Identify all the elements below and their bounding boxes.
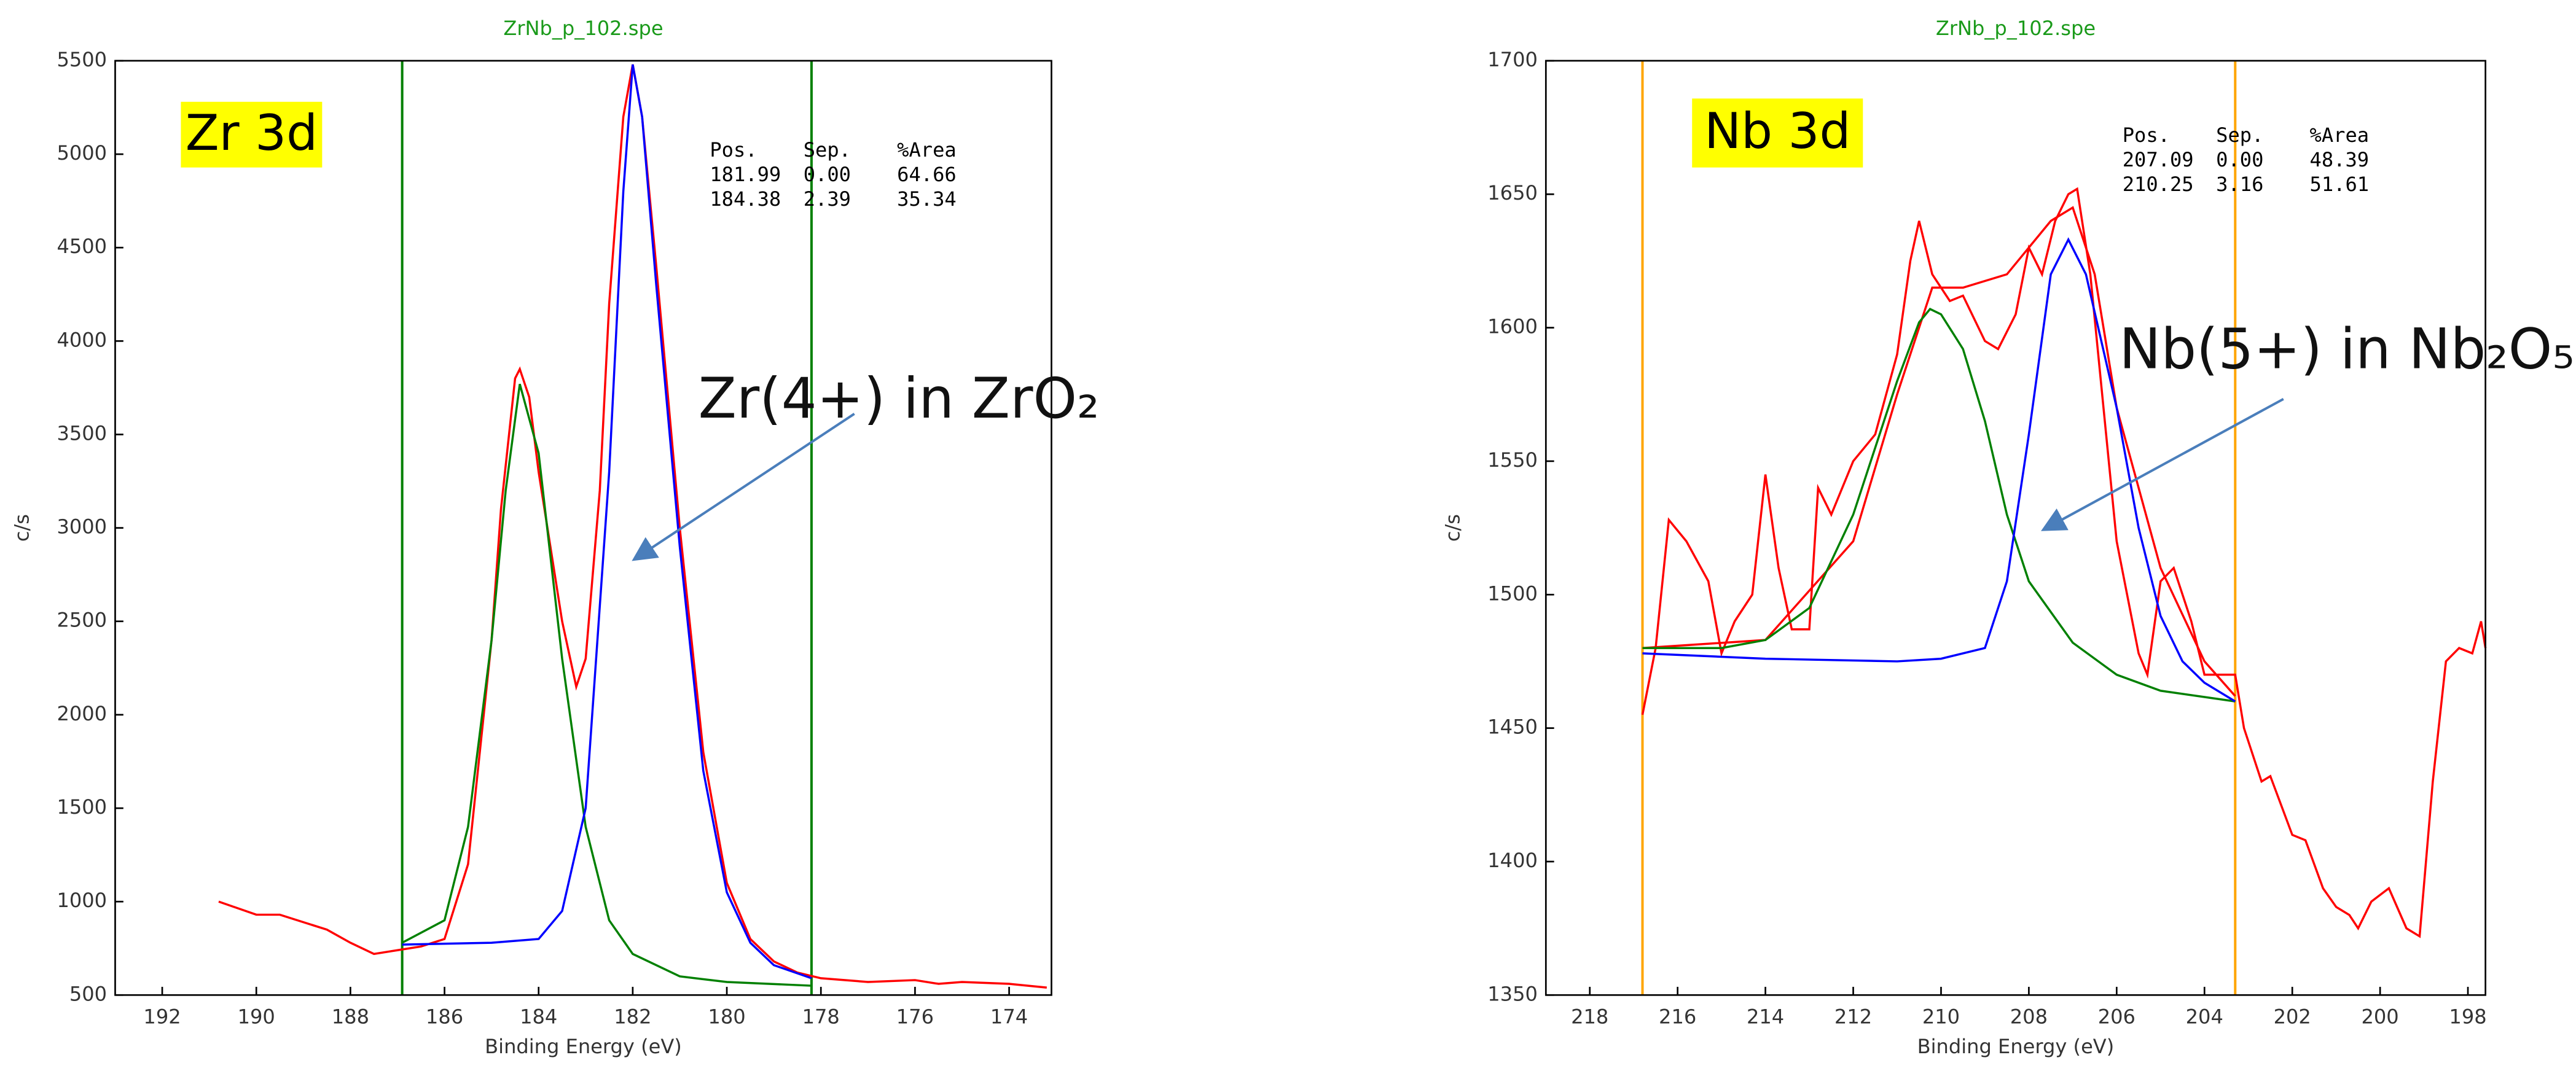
spectrum-line: [1642, 237, 2236, 703]
x-tick-label: 212: [1834, 1005, 1872, 1029]
table-header: %Area: [897, 138, 957, 162]
table-cell: 181.99: [710, 163, 781, 186]
y-tick-label: 2000: [57, 702, 107, 725]
plot-frame: [114, 60, 1052, 996]
y-tick-label: 1450: [1487, 715, 1538, 739]
x-tick-label: 214: [1747, 1005, 1784, 1029]
x-tick-label: 200: [2362, 1005, 2399, 1029]
y-tick-label: 1500: [1487, 582, 1538, 605]
x-axis-label: Binding Energy (eV): [1917, 1035, 2115, 1058]
x-tick-label: 206: [2098, 1005, 2136, 1029]
label-box: [1692, 98, 1863, 168]
chart-title: ZrNb_p_102.spe: [503, 17, 663, 40]
table-header: Sep.: [2216, 123, 2263, 147]
callout-arrow: [632, 413, 855, 561]
y-tick-label: 5000: [57, 141, 107, 165]
spectrum-line: [1641, 187, 2487, 938]
plot-frame: [1544, 60, 2486, 996]
table-header: %Area: [2310, 123, 2370, 147]
table-cell: 184.38: [710, 187, 781, 211]
x-tick-label: 204: [2186, 1005, 2223, 1029]
y-tick-label: 2500: [57, 609, 107, 632]
x-tick-label: 184: [520, 1005, 557, 1029]
y-tick-label: 1650: [1487, 181, 1538, 205]
y-tick-label: 4500: [57, 235, 107, 258]
table-header: Pos.: [2123, 123, 2170, 147]
table-header: Pos.: [710, 138, 757, 162]
y-tick-label: 1600: [1487, 315, 1538, 338]
callout-text: Nb(5+) in Nb₂O₅: [2119, 318, 2574, 382]
y-axis-label: c/s: [10, 514, 34, 542]
y-tick-label: 1700: [1487, 48, 1538, 71]
y-tick-label: 1350: [1487, 982, 1538, 1005]
x-tick-label: 216: [1659, 1005, 1696, 1029]
x-tick-label: 178: [802, 1005, 840, 1029]
table-cell: 35.34: [897, 187, 957, 211]
spectrum-line: [401, 383, 812, 987]
region-label: Nb 3d: [1704, 103, 1850, 160]
spectrum-line: [402, 64, 812, 980]
x-axis-label: Binding Energy (eV): [485, 1035, 682, 1058]
y-tick-label: 3000: [57, 515, 107, 539]
table-cell: 210.25: [2123, 173, 2194, 196]
y-tick-label: 4000: [57, 328, 107, 351]
y-tick-label: 1000: [57, 889, 107, 912]
spectrum-line: [218, 64, 1047, 989]
callout-arrow: [2041, 397, 2284, 531]
table-header: Sep.: [804, 138, 851, 162]
table-cell: 0.00: [2216, 148, 2263, 171]
x-tick-label: 180: [708, 1005, 745, 1029]
table-cell: 3.16: [2216, 173, 2263, 196]
table-cell: 64.66: [897, 163, 957, 186]
x-tick-label: 186: [426, 1005, 463, 1029]
x-tick-label: 208: [2010, 1005, 2048, 1029]
x-tick-label: 188: [332, 1005, 369, 1029]
x-tick-label: 190: [238, 1005, 275, 1029]
x-tick-label: 198: [2449, 1005, 2486, 1029]
x-tick-label: 176: [896, 1005, 934, 1029]
region-label: Zr 3d: [186, 104, 318, 162]
y-tick-label: 1550: [1487, 448, 1538, 472]
y-tick-label: 3500: [57, 421, 107, 445]
table-cell: 2.39: [804, 187, 851, 211]
chart-title: ZrNb_p_102.spe: [1936, 17, 2096, 40]
label-box: [181, 101, 323, 168]
y-tick-label: 5500: [57, 48, 107, 71]
y-tick-label: 1500: [57, 795, 107, 819]
spectrum-line: [1642, 206, 2236, 697]
table-cell: 48.39: [2310, 148, 2370, 171]
y-tick-label: 500: [69, 982, 107, 1005]
y-axis-label: c/s: [1441, 514, 1465, 542]
callout-text: Zr(4+) in ZrO₂: [699, 367, 1100, 431]
x-tick-label: 210: [1922, 1005, 1960, 1029]
x-tick-label: 218: [1571, 1005, 1608, 1029]
x-tick-label: 174: [990, 1005, 1028, 1029]
table-cell: 0.00: [804, 163, 851, 186]
table-cell: 51.61: [2310, 173, 2370, 196]
x-tick-label: 202: [2274, 1005, 2311, 1029]
x-tick-label: 192: [143, 1005, 181, 1029]
table-cell: 207.09: [2123, 148, 2194, 171]
spectrum-line: [1642, 308, 2236, 703]
x-tick-label: 182: [614, 1005, 651, 1029]
y-tick-label: 1400: [1487, 849, 1538, 872]
